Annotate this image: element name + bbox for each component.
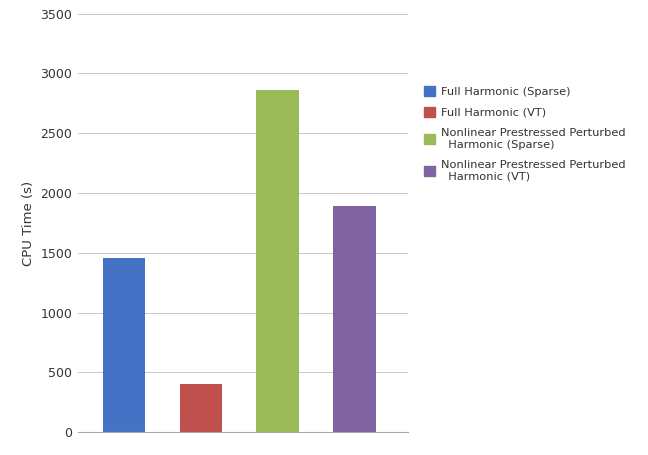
Legend: Full Harmonic (Sparse), Full Harmonic (VT), Nonlinear Prestressed Perturbed
  Ha: Full Harmonic (Sparse), Full Harmonic (V… [421, 82, 629, 185]
Bar [257, 90, 299, 432]
Bar [179, 384, 222, 432]
Bar [103, 258, 145, 432]
Bar [333, 206, 376, 432]
Y-axis label: CPU Time (s): CPU Time (s) [22, 180, 35, 266]
